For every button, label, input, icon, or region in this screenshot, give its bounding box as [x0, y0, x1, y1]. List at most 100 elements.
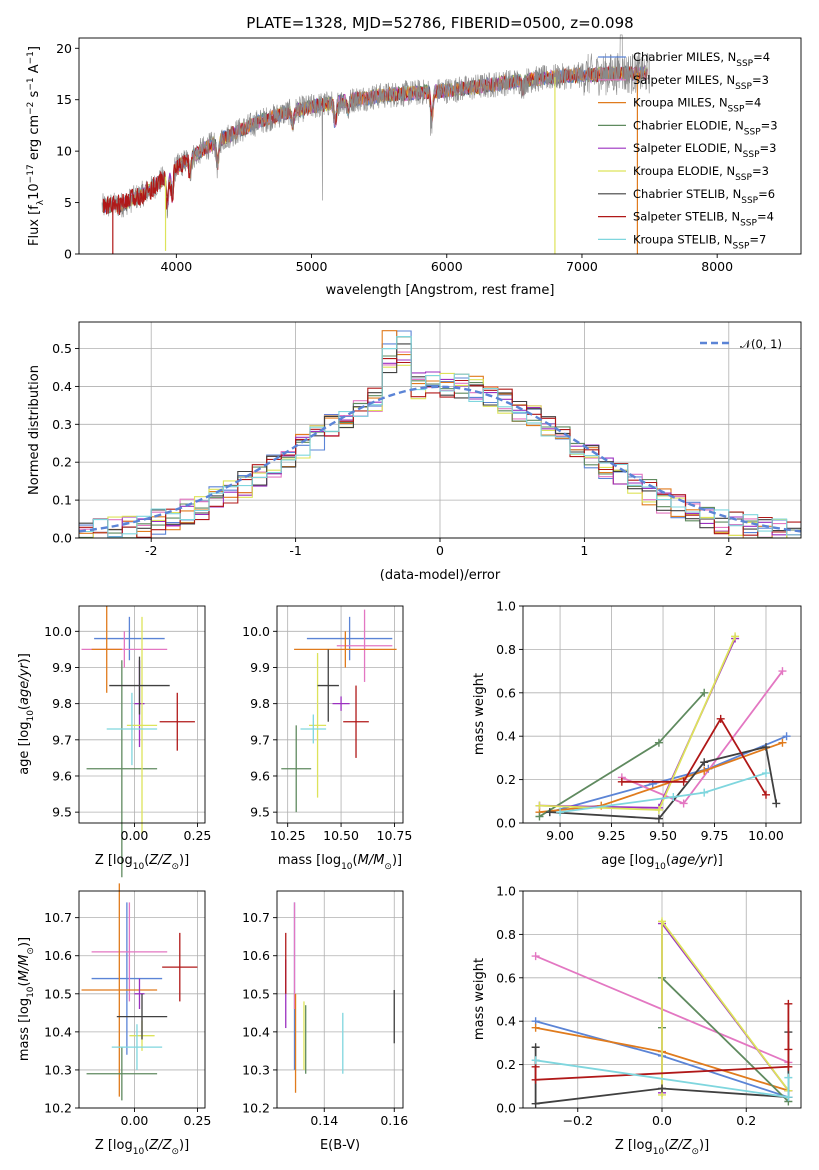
axes-frame-weight-vs-age: 9.00 9.25 9.50 9.75 10.00 0.0 0.2 0.4 0.6 0.8 1.0	[496, 599, 802, 843]
figure-title: PLATE=1328, MJD=52786, FIBERID=0500, z=0…	[246, 14, 633, 32]
weight-series-marker	[778, 667, 787, 676]
age-vs-mass-x-label: mass [log10(M/M⊙)]	[278, 853, 402, 872]
y-tick-label: 10.3	[242, 1062, 270, 1077]
weight-vs-Z-y-label: mass weight	[472, 958, 487, 1040]
axes-frame-age-vs-Z: 0.00 0.25 9.5 9.6 9.7 9.8 9.9 10.0	[44, 605, 211, 843]
y-tick-label: 9.9	[250, 660, 270, 675]
legend-entry: Chabrier MILES, NSSP=4	[633, 50, 770, 69]
y-tick-label: 9.5	[250, 805, 270, 820]
axes-age-vs-Z	[79, 606, 205, 823]
plot-frame	[276, 890, 404, 1109]
plot-frame	[522, 605, 802, 824]
histogram-plot	[78, 330, 802, 539]
legend-entry: Chabrier ELODIE, NSSP=3	[633, 118, 778, 137]
histogram-series	[79, 358, 801, 539]
y-tick-label: 0.8	[496, 642, 516, 657]
y-tick-label: 0.2	[52, 455, 72, 470]
weight-series-marker	[700, 788, 709, 797]
y-tick-label: 9.8	[250, 696, 270, 711]
weight-series-marker	[669, 792, 678, 801]
plot-frame	[78, 37, 802, 255]
y-tick-label: 0.4	[496, 1014, 516, 1029]
x-tick-label: 0.00	[121, 1113, 149, 1128]
weight-vs-age-y-label: mass weight	[472, 673, 487, 755]
y-tick-label: 9.7	[250, 732, 270, 747]
spectrum-y-label: Flux [fλ10−17 erg cm−2 s−1 A−1]	[26, 46, 46, 246]
x-tick-label: 8000	[701, 259, 733, 274]
weight-series-marker	[784, 1073, 793, 1082]
x-tick-label: 4000	[160, 259, 192, 274]
weight-series-marker	[679, 777, 688, 786]
y-tick-label: 9.5	[52, 805, 72, 820]
weight-series-marker	[761, 790, 770, 799]
y-tick-label: 10	[56, 144, 72, 159]
errorbar-plot-mass-vs-Z	[81, 883, 198, 1101]
mass-vs-Z-y-label: mass [log10(M/M⊙)]	[17, 937, 36, 1061]
weight-series-marker	[679, 799, 688, 808]
x-tick-label: 9.50	[649, 828, 677, 843]
weight-series-marker	[531, 1056, 540, 1065]
model-spectrum-line	[102, 65, 648, 213]
plot-frame	[78, 890, 206, 1109]
y-tick-label: 9.6	[52, 768, 72, 783]
weight-series-line	[621, 717, 767, 796]
spectrum-plot	[101, 34, 650, 254]
legend-entry: Kroupa MILES, NSSP=4	[633, 96, 761, 115]
histogram-series	[79, 364, 801, 539]
x-tick-label: 0.2	[736, 1113, 756, 1128]
model-spectrum-line	[102, 66, 648, 213]
legend-entry: Salpeter ELODIE, NSSP=3	[633, 141, 776, 160]
y-tick-label: 10.7	[44, 910, 72, 925]
y-tick-label: 20	[56, 41, 72, 56]
residuals-x-label: (data-model)/error	[380, 568, 501, 583]
weight-series-marker	[531, 1099, 540, 1108]
weight-plot-weight-vs-Z	[531, 917, 793, 1108]
y-tick-label: 0.2	[496, 772, 516, 787]
y-tick-label: 15	[56, 92, 72, 107]
weight-series-marker	[778, 738, 787, 747]
y-tick-label: 0.4	[52, 379, 72, 394]
weight-series-marker	[531, 952, 540, 961]
y-tick-label: 0.6	[496, 970, 516, 985]
weight-series-marker	[716, 714, 725, 723]
y-tick-label: 0.5	[52, 341, 72, 356]
x-tick-label: -2	[145, 543, 157, 558]
legend-entry: Salpeter MILES, NSSP=3	[633, 73, 769, 92]
weight-series-marker	[700, 766, 709, 775]
y-tick-label: 0.3	[52, 417, 72, 432]
histogram-series	[79, 336, 801, 538]
y-tick-label: 0.6	[496, 685, 516, 700]
weight-series-marker	[545, 808, 554, 817]
weight-series-line	[559, 772, 767, 813]
model-spectrum-line	[102, 65, 648, 214]
model-spectrum-line	[102, 64, 648, 213]
model-spectrum-line	[102, 65, 648, 214]
axes-frame-age-vs-mass: 10.25 10.50 10.75 9.5 9.6 9.7 9.8 9.9 10.0	[242, 605, 413, 843]
y-tick-label: 9.9	[52, 660, 72, 675]
legend-entry: Kroupa STELIB, NSSP=7	[633, 232, 766, 251]
data-spectrum-line	[101, 34, 650, 219]
x-tick-label: −0.2	[563, 1113, 593, 1128]
y-tick-label: 0.0	[52, 531, 72, 546]
legend-entry: Kroupa ELODIE, NSSP=3	[633, 164, 769, 183]
weight-series-marker	[654, 814, 663, 823]
y-tick-label: 10.2	[242, 1101, 270, 1116]
errorbar-plot-age-vs-mass	[281, 609, 397, 813]
model-spectrum-line	[102, 154, 191, 216]
y-tick-label: 10.2	[44, 1101, 72, 1116]
y-tick-label: 5	[64, 195, 72, 210]
weight-series-marker	[531, 1023, 540, 1032]
x-tick-label: 10.75	[377, 828, 413, 843]
x-tick-label: 7000	[566, 259, 598, 274]
model-spectrum-line	[102, 64, 648, 213]
weight-series-marker	[658, 1084, 666, 1093]
weight-series-marker	[761, 769, 770, 778]
weight-series-marker	[535, 801, 544, 810]
y-tick-label: 10.4	[44, 1024, 72, 1039]
x-tick-label: 9.75	[701, 828, 729, 843]
spectrum-x-label: wavelength [Angstrom, rest frame]	[326, 283, 555, 298]
x-tick-label: 9.00	[546, 828, 574, 843]
errorbar-plot-age-vs-Z	[81, 606, 195, 878]
y-tick-label: 0.8	[496, 927, 516, 942]
